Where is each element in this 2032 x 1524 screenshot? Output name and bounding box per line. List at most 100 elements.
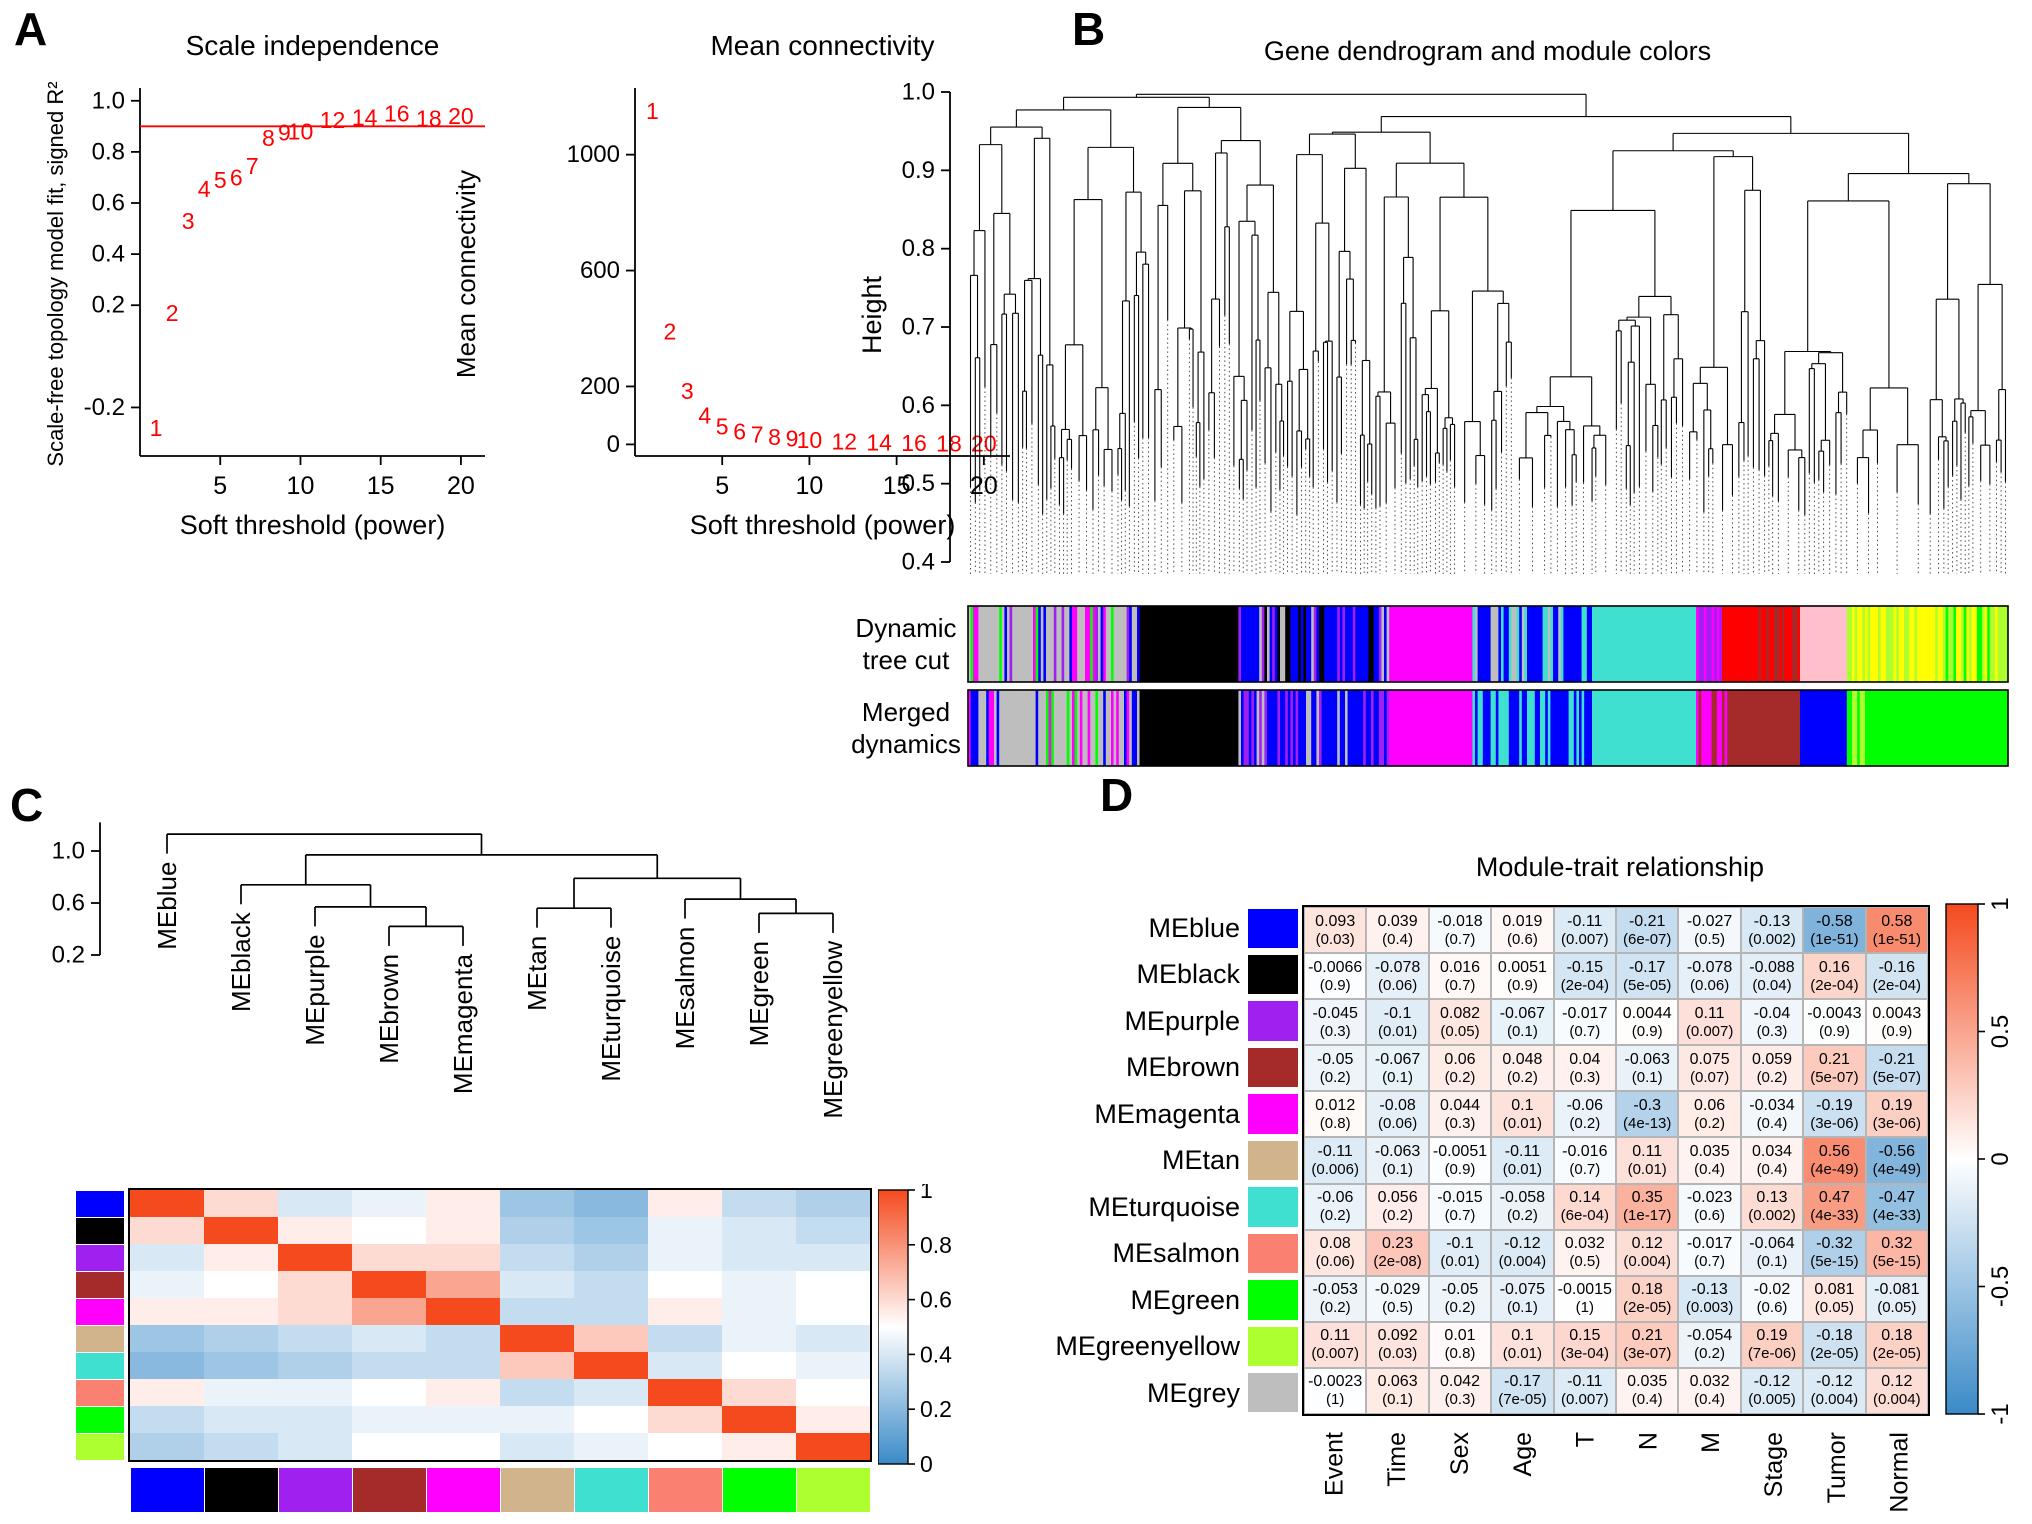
correlation-value: -0.0051 (1432, 1142, 1488, 1160)
me-adjacency-cell (352, 1271, 426, 1298)
trait-correlation-cell: -0.32 (5e-15) (1803, 1229, 1866, 1276)
me-adjacency-cell (796, 1406, 870, 1433)
me-adjacency-cell (648, 1244, 722, 1271)
height-tick-label: 0.7 (902, 314, 935, 341)
correlation-value: 0.039 (1377, 912, 1418, 930)
me-adjacency-cell (130, 1325, 204, 1352)
me-adjacency-cell (648, 1271, 722, 1298)
p-value: (0.01) (1440, 1253, 1480, 1271)
me-adjacency-cell (352, 1190, 426, 1217)
trait-correlation-cell: 0.0043 (0.9) (1865, 999, 1928, 1046)
me-adjacency-cell (278, 1298, 352, 1325)
correlation-value: -0.47 (1878, 1189, 1916, 1207)
correlation-value: -0.067 (1374, 1050, 1421, 1068)
point-label: 12 (320, 107, 346, 133)
me-adjacency-cell (574, 1298, 648, 1325)
p-value: (0.003) (1685, 1299, 1734, 1317)
trait-column-labels: Event Time Sex Age T N M Stage Tumor Normal (1320, 1432, 1913, 1513)
p-value: (2e-05) (1810, 1345, 1859, 1363)
p-value: (0.01) (1502, 1114, 1542, 1132)
p-value: (4e-49) (1872, 1160, 1921, 1178)
trait-correlation-cell: -0.47 (4e-33) (1865, 1183, 1928, 1230)
me-adjacency-cell (204, 1325, 278, 1352)
colorbar-tick-label: 0 (1987, 1152, 2014, 1165)
correlation-value: -0.029 (1374, 1281, 1421, 1299)
me-row-label: MEgreenyellow (1055, 1331, 1240, 1362)
p-value: (4e-13) (1623, 1114, 1672, 1132)
trait-correlation-cell: 0.093 (0.03) (1304, 907, 1367, 954)
correlation-value: -0.078 (1686, 958, 1733, 976)
module-color-swatch (76, 1433, 124, 1460)
x-tick-label: 20 (447, 472, 475, 500)
me-axis-tick-label: 0.6 (52, 890, 85, 917)
chart-title: Scale independence (185, 30, 440, 61)
gene-dendrogram-canvas: 0.4 0.5 0.6 0.7 0.8 0.9 1.0 (902, 79, 2009, 767)
trait-correlation-cell: 0.35 (1e-17) (1616, 1183, 1679, 1230)
me-adjacency-cell (204, 1379, 278, 1406)
trait-correlation-cell: -0.13 (0.003) (1678, 1275, 1741, 1322)
module-color-swatch (1248, 1280, 1298, 1320)
p-value: (0.05) (1877, 1299, 1917, 1317)
me-adjacency-cell (500, 1217, 574, 1244)
trait-correlation-cell: -0.015 (0.7) (1428, 1183, 1492, 1230)
point-label: 14 (866, 429, 892, 455)
me-adjacency-cell (278, 1271, 352, 1298)
me-adjacency-cell (204, 1406, 278, 1433)
trait-correlation-cell: 0.23 (2e-08) (1366, 1229, 1429, 1276)
trait-correlation-cell: -0.21 (6e-07) (1616, 907, 1679, 954)
me-adjacency-cell (204, 1271, 278, 1298)
trait-correlation-cell: -0.023 (0.6) (1678, 1183, 1741, 1230)
trait-correlation-cell: 0.19 (3e-06) (1865, 1091, 1928, 1138)
correlation-value: -0.018 (1437, 912, 1483, 930)
me-adjacency-cell (352, 1217, 426, 1244)
p-value: (0.006) (1311, 1160, 1359, 1178)
me-adjacency-cell (796, 1379, 870, 1406)
me-dendrogram-lines (166, 833, 834, 946)
me-adjacency-cell (648, 1352, 722, 1379)
me-row-label: MEblack (1136, 959, 1240, 990)
p-value: (1) (1326, 1391, 1345, 1409)
me-adjacency-heatmap (128, 1188, 872, 1462)
correlation-value: 0.21 (1818, 1050, 1850, 1068)
trait-correlation-cell: -0.11 (0.007) (1553, 907, 1616, 954)
p-value: (0.1) (1506, 1299, 1538, 1317)
trait-correlation-cell: 0.12 (0.004) (1865, 1367, 1928, 1414)
p-value: (0.8) (1319, 1114, 1351, 1132)
panel-label-d: D (1100, 769, 1134, 821)
eigengene-network-panel: 0.2 0.6 1.0 MEbrown MEmagenta MEpurple MEblack… (0, 780, 1040, 1524)
gene-dendrogram-panel: Gene dendrogram and module colors Height… (850, 14, 2032, 786)
p-value: (5e-07) (1872, 1068, 1921, 1086)
p-value: (0.4) (1382, 930, 1414, 948)
trait-correlation-cell: -0.0043 (0.9) (1803, 999, 1866, 1046)
correlation-value: -0.13 (1691, 1281, 1728, 1299)
p-value: (0.5) (1382, 1299, 1414, 1317)
module-color-swatch (648, 1468, 722, 1512)
me-adjacency-cell (278, 1406, 352, 1433)
module-color-swatch (1248, 908, 1298, 948)
p-value: (0.004) (1873, 1391, 1921, 1409)
trait-correlation-cell: 0.035 (0.4) (1616, 1367, 1679, 1414)
module-color-swatch (1248, 1233, 1298, 1274)
point-label: 8 (768, 424, 781, 450)
colorbar-tick-label: -1 (1987, 1403, 2014, 1424)
correlation-value: -0.045 (1312, 1004, 1358, 1022)
me-adjacency-cell (574, 1352, 648, 1379)
me-adjacency-cell (500, 1433, 574, 1460)
point-label: 4 (198, 176, 211, 202)
correlation-value: 0.059 (1751, 1050, 1793, 1068)
me-adjacency-cell (130, 1217, 204, 1244)
point-label: 6 (230, 164, 243, 190)
merged-dynamics-label: Merged dynamics (851, 697, 961, 759)
me-adjacency-cell (130, 1244, 204, 1271)
correlation-value: -0.1 (1383, 1004, 1412, 1022)
correlation-value: -0.0043 (1807, 1004, 1862, 1022)
correlation-value: -0.058 (1499, 1189, 1546, 1207)
me-adjacency-cell (204, 1217, 278, 1244)
module-color-swatch (76, 1271, 124, 1298)
correlation-value: 0.13 (1756, 1189, 1788, 1207)
height-tick-label: 0.6 (902, 392, 935, 419)
correlation-value: 0.32 (1881, 1235, 1913, 1253)
trait-correlation-cell: -0.0066 (0.9) (1304, 953, 1367, 1000)
p-value: (0.002) (1748, 930, 1796, 948)
correlation-value: 0.048 (1502, 1050, 1543, 1068)
